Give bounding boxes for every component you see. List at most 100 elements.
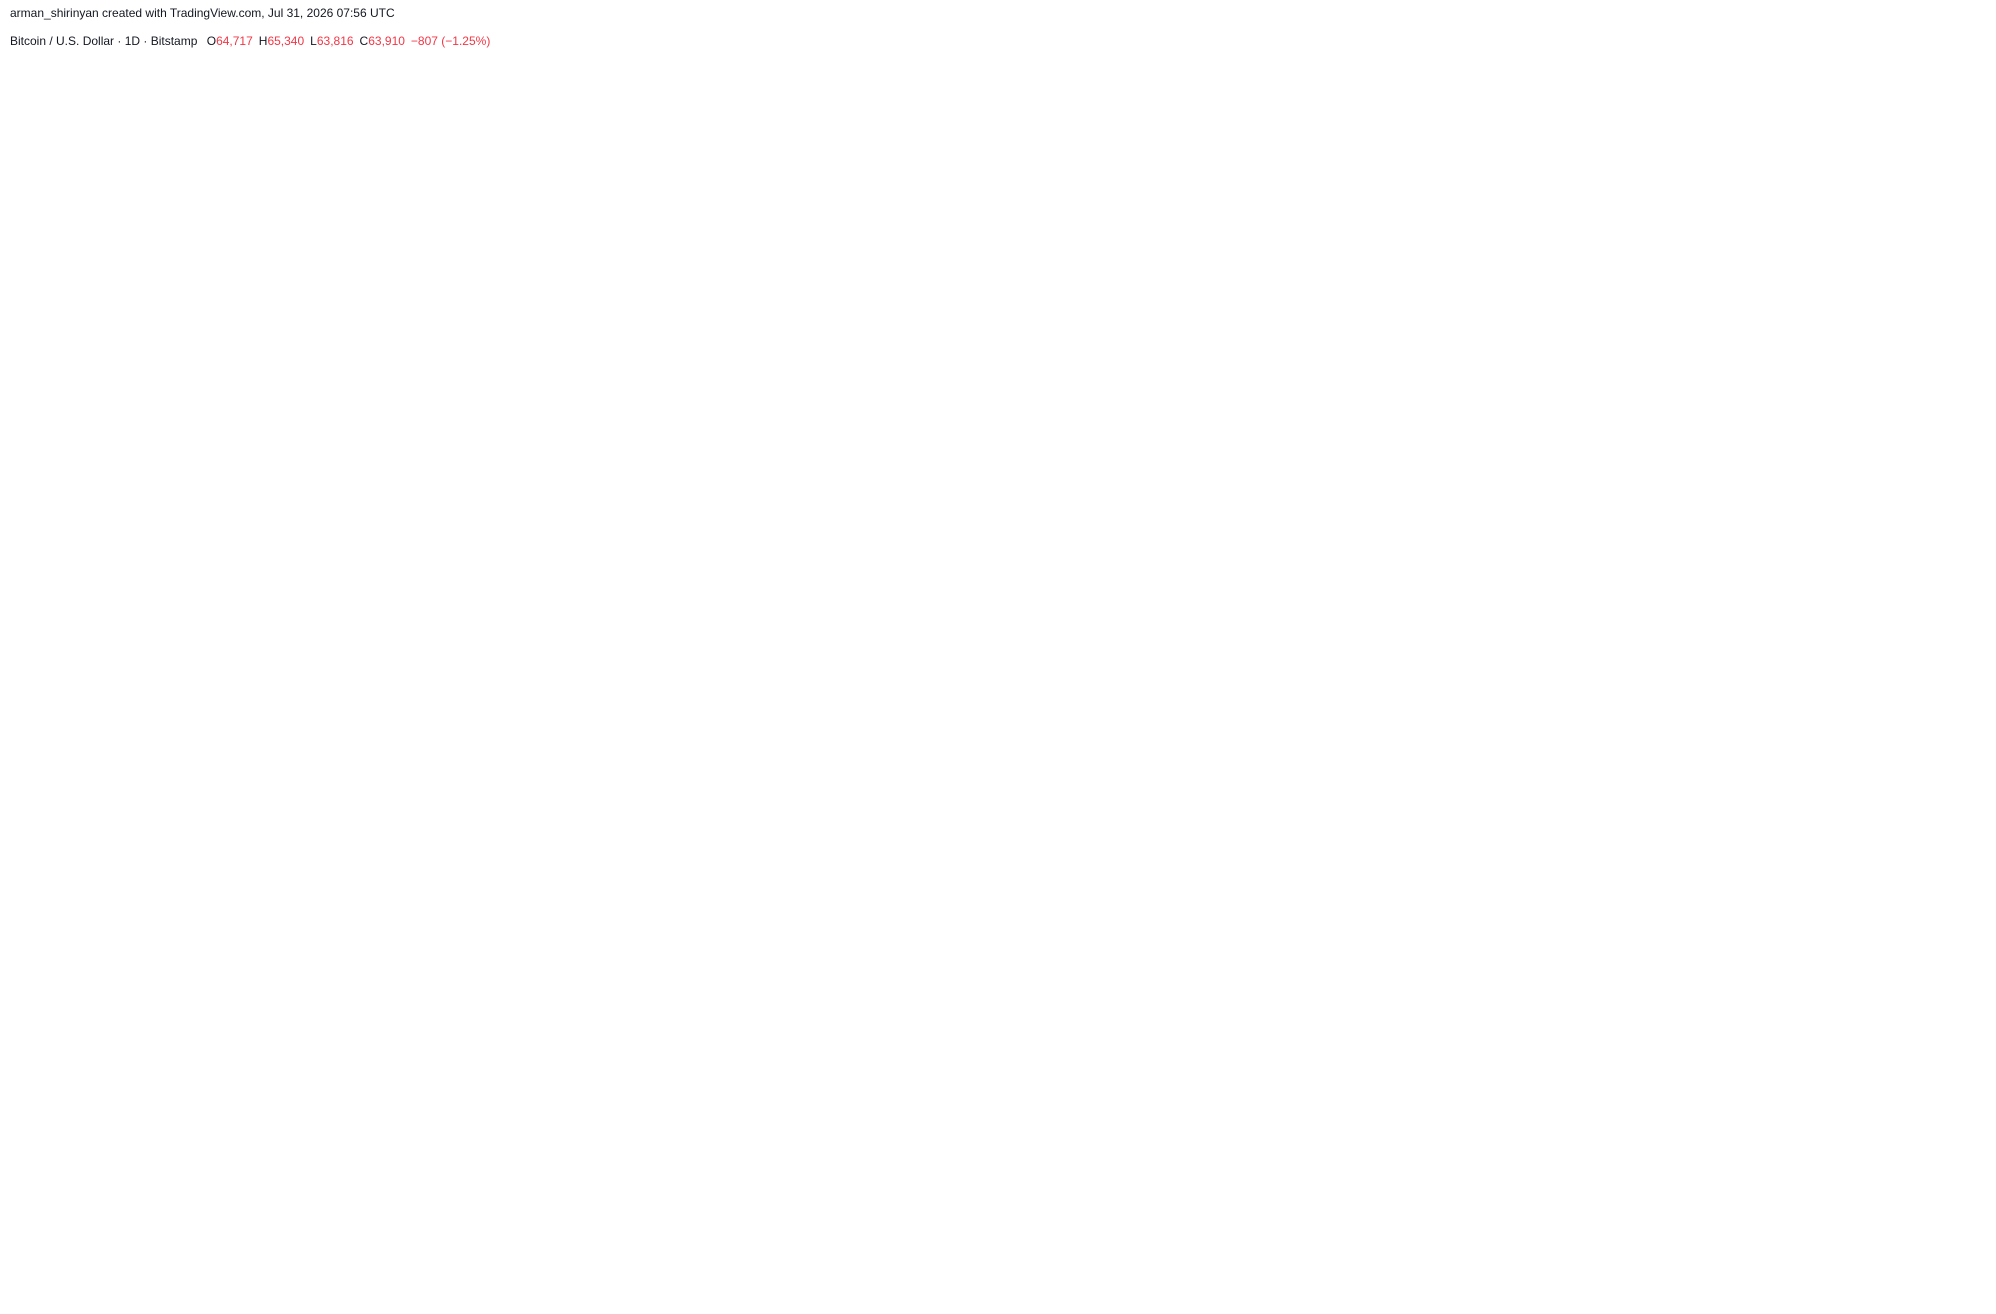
candle-body <box>503 340 511 366</box>
y-tick-label: 76,000 <box>1928 375 1968 390</box>
candle-body <box>672 852 680 889</box>
candle-body <box>312 184 321 221</box>
volume-bar <box>228 1092 237 1133</box>
volume-bar <box>587 994 596 1133</box>
price-label: 63,401 <box>1924 830 1964 845</box>
candle-body <box>1041 823 1050 835</box>
indicator-line <box>9 337 1226 845</box>
volume-bar <box>914 1047 923 1133</box>
x-tick-label: 11 <box>690 1231 704 1246</box>
candle-body <box>693 834 701 907</box>
volume-label: 289 <box>1928 1109 1950 1124</box>
candle-body <box>450 347 458 366</box>
price-label: 63,910 <box>1924 811 1964 826</box>
rsi-label: 53.01 <box>1928 1160 1961 1175</box>
x-tick-label: 21 <box>1440 1231 1454 1246</box>
volume-bar <box>1020 1084 1029 1133</box>
volume-bar <box>397 1031 406 1133</box>
candle-body <box>1115 726 1124 781</box>
candle-body <box>80 462 88 564</box>
volume-bar <box>735 1055 744 1133</box>
x-tick-label: 6 <box>313 1231 320 1246</box>
ohlc-key: O <box>206 34 217 48</box>
indicator-line <box>9 133 455 704</box>
x-tick-label: 6 <box>1285 1231 1292 1246</box>
candle-body <box>143 401 152 424</box>
candle-body <box>724 762 733 799</box>
candle-body <box>555 462 564 474</box>
price-label-box <box>1918 800 1973 819</box>
volume-bar <box>206 1100 215 1133</box>
candle-body <box>989 816 997 835</box>
x-tick-label: 11 <box>1662 1231 1676 1246</box>
volume-bar <box>354 1100 363 1133</box>
candle-body <box>883 960 891 979</box>
candle-body <box>545 455 553 474</box>
candle-body <box>756 744 765 781</box>
x-tick-label: 16 <box>1060 1231 1074 1246</box>
candle-body <box>376 184 384 203</box>
volume-bar <box>1094 1111 1103 1133</box>
rsi-band <box>0 1142 1910 1202</box>
volume-bar <box>999 1098 1008 1133</box>
candle-body <box>6 527 14 546</box>
candle-body <box>1063 816 1071 871</box>
candle-body <box>1010 834 1018 871</box>
y-tick-label: 79,000 <box>1928 266 1968 281</box>
volume-bar <box>766 1087 775 1133</box>
candle-body <box>270 354 279 384</box>
x-tick-label: 21 <box>468 1231 482 1246</box>
volume-bar <box>883 1095 892 1133</box>
logo-text: TradingView <box>48 1270 178 1295</box>
candle-body <box>524 332 532 402</box>
candle-body <box>978 816 987 853</box>
ohlc-value: 63,910 <box>368 34 405 48</box>
candle-body <box>175 372 184 391</box>
indicator-line <box>9 289 1226 851</box>
candle-body <box>386 202 395 221</box>
x-tick-label: 11 <box>1335 1231 1349 1246</box>
y-tick-label: 85,000 <box>1928 50 1968 65</box>
candle-body <box>492 329 501 341</box>
volume-bar <box>925 1084 934 1133</box>
x-tick-label: May <box>252 1231 277 1246</box>
volume-bar <box>936 1087 945 1133</box>
volume-bar <box>745 1076 754 1133</box>
volume-bar <box>619 855 628 1133</box>
volume-bar <box>830 1034 839 1133</box>
candle-body <box>471 340 479 355</box>
candle-body <box>1126 726 1134 738</box>
volume-bar <box>597 994 606 1133</box>
volume-bar <box>344 1084 353 1133</box>
candle-body <box>650 834 659 889</box>
volume-bar <box>217 1103 226 1133</box>
volume-bar <box>449 1095 458 1133</box>
volume-bar <box>122 1004 131 1133</box>
candle-body <box>619 870 627 925</box>
volume-bar <box>407 1087 416 1133</box>
volume-bar <box>439 1103 448 1133</box>
ohlc-value: 64,717 <box>216 34 253 48</box>
volume-bar <box>1221 1117 1230 1133</box>
volume-bar <box>978 1100 987 1133</box>
candle-body <box>429 293 437 312</box>
volume-bar <box>48 1020 57 1133</box>
y-tick-label: 62,000 <box>1928 880 1968 895</box>
candle-body <box>851 968 860 979</box>
x-tick-label: 21 <box>1112 1231 1126 1246</box>
rsi-label: 48.56 <box>1928 1165 1961 1180</box>
volume-bar <box>904 1055 913 1133</box>
y-tick-label: 64,000 <box>1928 808 1968 823</box>
volume-bar <box>6 1052 15 1133</box>
candle-body <box>735 744 744 763</box>
x-tick-label: 16 <box>1387 1231 1401 1246</box>
candle-body <box>228 325 236 337</box>
candle-body <box>566 462 574 485</box>
candle-body <box>27 506 36 535</box>
candle-body <box>397 184 405 221</box>
candle-body <box>830 870 839 925</box>
volume-bar <box>481 1090 490 1133</box>
candle-body <box>186 314 194 391</box>
volume-bar <box>682 1034 691 1133</box>
